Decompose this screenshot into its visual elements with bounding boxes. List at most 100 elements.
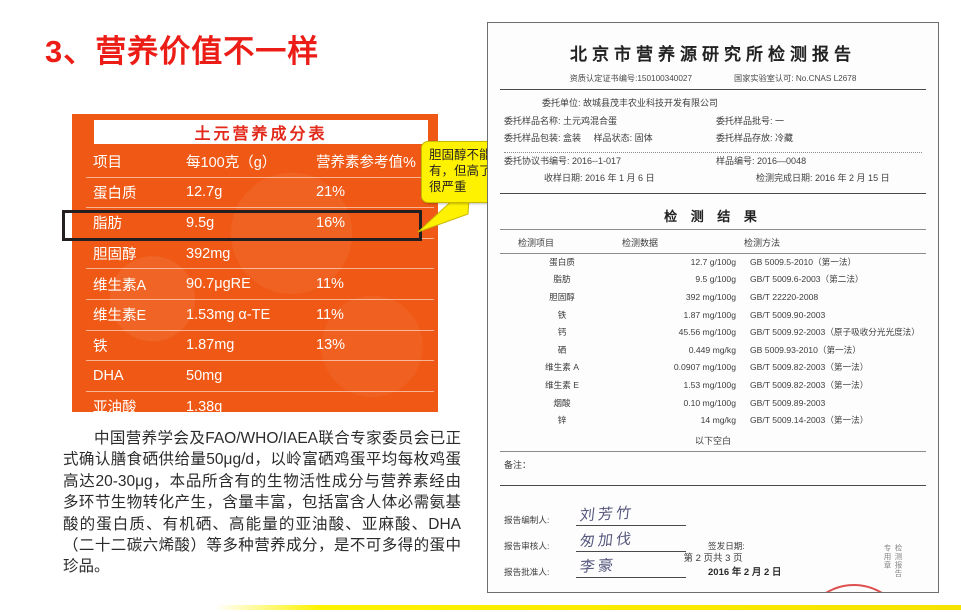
remark-label: 备注： (504, 459, 532, 470)
report-cert-line: 资质认定证书编号:150100340027 国家实验室认可: No.CNAS L… (488, 72, 938, 84)
result-item: 蛋白质 (549, 256, 575, 267)
blank-below-note: 以下空白 (694, 435, 731, 446)
result-data: 45.56 mg/100g (678, 327, 736, 338)
cell-item: 胆固醇 (93, 247, 137, 264)
results-row: 铁 1.87 mg/100g GB/T 5009.90-2003 (510, 307, 916, 325)
cell-value: 9.5g (186, 214, 215, 231)
reviewer-signature-line: 匆加伐 (576, 529, 686, 552)
meta-value-state: 固体 (634, 133, 653, 144)
result-data: 14 mg/kg (700, 415, 736, 426)
nutrition-table-title-text: 土元营养成分表 (194, 126, 328, 143)
meta-label: 收样日期: (544, 173, 583, 184)
meta-value: 2016--1-017 (572, 155, 622, 166)
results-header-row: 检测项目 检测数据 检测方法 (510, 236, 916, 249)
meta-complete-date: 检测完成日期: 2016 年 2 月 15 日 (756, 170, 922, 188)
result-data: 0.0907 mg/100g (673, 362, 736, 373)
meta-row: 委托协议书编号: 2016--1-017 样品编号: 2016—0048 (504, 153, 922, 171)
table-header-row: 项目 每100克（g） 营养素参考值% (86, 147, 434, 178)
cell-value: 1.38g (186, 398, 223, 412)
table-row: 铁 1.87mg 13% (86, 331, 434, 362)
inspection-report-document: 北京市营养源研究所检测报告 资质认定证书编号:150100340027 国家实验… (487, 22, 939, 593)
result-method: GB/T 5009.89-2003 (750, 397, 826, 408)
result-data: 1.87 mg/100g (683, 309, 736, 320)
results-row: 钙 45.56 mg/100g GB/T 5009.92-2003（原子吸收分光… (510, 324, 920, 342)
cell-item: 铁 (93, 338, 108, 355)
meta-label: 检测完成日期: (756, 173, 813, 184)
cell-pct: 21% (316, 184, 346, 201)
meta-label: 委托样品名称: (504, 115, 561, 126)
column-header-pct: 营养素参考值% (316, 155, 416, 172)
signature-row-reviewer: 报告审核人: 匆加伐 签发日期: (504, 526, 922, 552)
nutrition-table-title: 土元营养成分表 (94, 120, 428, 144)
cell-item: 脂肪 (93, 216, 122, 233)
cell-item: DHA (93, 367, 124, 384)
issue-date-group: 签发日期: (708, 540, 745, 552)
cell-value: 392mg (186, 245, 231, 262)
divider (500, 89, 926, 90)
column-header-item: 项目 (93, 155, 122, 172)
meta-label: 委托协议书编号: (504, 155, 570, 166)
divider-dotted (504, 151, 922, 153)
table-row-cholesterol: 胆固醇 392mg (86, 239, 434, 270)
meta-label: 样品编号: (716, 155, 755, 166)
report-meta: 委托单位: 故城县茂丰农业科技开发有限公司 委托样品名称: 土元鸡混合蛋 委托样… (504, 95, 922, 188)
results-row: 维生素 A 0.0907 mg/100g GB/T 5009.82-2003（第… (510, 359, 916, 377)
page-number: 第 2 页共 3 页 (683, 553, 743, 564)
meta-receive-date: 收样日期: 2016 年 1 月 6 日 (504, 170, 756, 188)
table-row: 亚油酸 1.38g (86, 392, 434, 412)
page-title: 3、营养价值不一样 (45, 34, 320, 69)
table-row: 蛋白质 12.7g 21% (86, 178, 434, 209)
result-item: 烟酸 (553, 397, 571, 408)
issue-date-value: 2016 年 2 月 2 日 (708, 566, 782, 578)
result-item: 钙 (557, 327, 567, 338)
report-title: 北京市营养源研究所检测报告 (570, 45, 856, 64)
meta-storage: 委托样品存放: 冷藏 (716, 130, 922, 148)
divider (500, 450, 926, 452)
cell-pct: 16% (316, 214, 346, 231)
meta-value: 冷藏 (775, 133, 794, 144)
meta-value: 2016 年 1 月 6 日 (585, 173, 655, 184)
cell-pct: 13% (316, 337, 346, 354)
table-row: 脂肪 9.5g 16% (86, 208, 434, 239)
nutrition-table-panel: 土元营养成分表 项目 每100克（g） 营养素参考值% 蛋白质 12.7g 21… (72, 114, 438, 412)
result-method: GB/T 5009.14-2003（第一法） (750, 415, 869, 426)
official-seal-icon: 北京市营养源研究所 ★ 分析专用章 (794, 578, 914, 593)
preparer-signature: 刘芳竹 (578, 503, 636, 525)
lab-accreditation: 国家实验室认可: No.CNAS L2678 (734, 74, 857, 83)
meta-row: 委托单位: 故城县茂丰农业科技开发有限公司 (504, 95, 922, 113)
cell-value: 90.7μgRE (186, 276, 251, 293)
vertical-stamp-text: 检测报告专用章 (883, 543, 903, 578)
column-header-value: 每100克（g） (186, 155, 277, 172)
result-data: 0.449 mg/kg (688, 344, 736, 355)
results-table: 蛋白质 12.7 g/100g GB 5009.5-2010（第一法） 脂肪 9… (488, 254, 938, 430)
cell-item: 蛋白质 (93, 185, 137, 202)
approver-label: 报告批准人: (504, 566, 550, 577)
results-title: 检 测 结 果 (664, 208, 762, 224)
meta-row: 委托样品名称: 土元鸡混合蛋 委托样品批号: 一 (504, 113, 922, 131)
signature-area: 报告编制人: 刘芳竹 报告审核人: 匆加伐 签发日期: 报告批准人: 李豪 (504, 500, 922, 592)
result-data: 9.5 g/100g (695, 274, 736, 285)
table-row: 维生素E 1.53mg α-TE 11% (86, 300, 434, 331)
cell-item: 维生素E (93, 308, 147, 325)
results-col-method: 检测方法 (744, 237, 781, 248)
result-method: GB/T 5009.6-2003（第二法） (750, 274, 864, 285)
issue-date-label: 签发日期: (708, 540, 745, 551)
meta-value: 土元鸡混合蛋 (563, 115, 618, 126)
seal-top-text: 北京市营养源研究所 (798, 590, 904, 593)
divider (500, 192, 926, 194)
issue-date-value-group: 2016 年 2 月 2 日 (708, 564, 781, 578)
result-item: 胆固醇 (549, 291, 575, 302)
result-method: GB 5009.93-2010（第一法） (750, 344, 861, 355)
results-row: 锌 14 mg/kg GB/T 5009.14-2003（第一法） (510, 412, 916, 430)
result-item: 硒 (557, 344, 567, 355)
meta-value: 盒装 (563, 133, 582, 144)
cell-value: 50mg (186, 367, 223, 384)
meta-value: 一 (775, 115, 785, 126)
results-row: 胆固醇 392 mg/100g GB/T 22220-2008 (510, 289, 916, 307)
meta-label: 委托样品存放: (716, 133, 773, 144)
approver-signature-line: 李豪 (576, 556, 686, 578)
body-paragraph-text: 中国营养学会及FAO/WHO/IAEA联合专家委员会已正式确认膳食硒供给量50μ… (63, 430, 461, 576)
result-item: 脂肪 (553, 274, 571, 285)
result-item: 维生素 E (545, 379, 579, 390)
